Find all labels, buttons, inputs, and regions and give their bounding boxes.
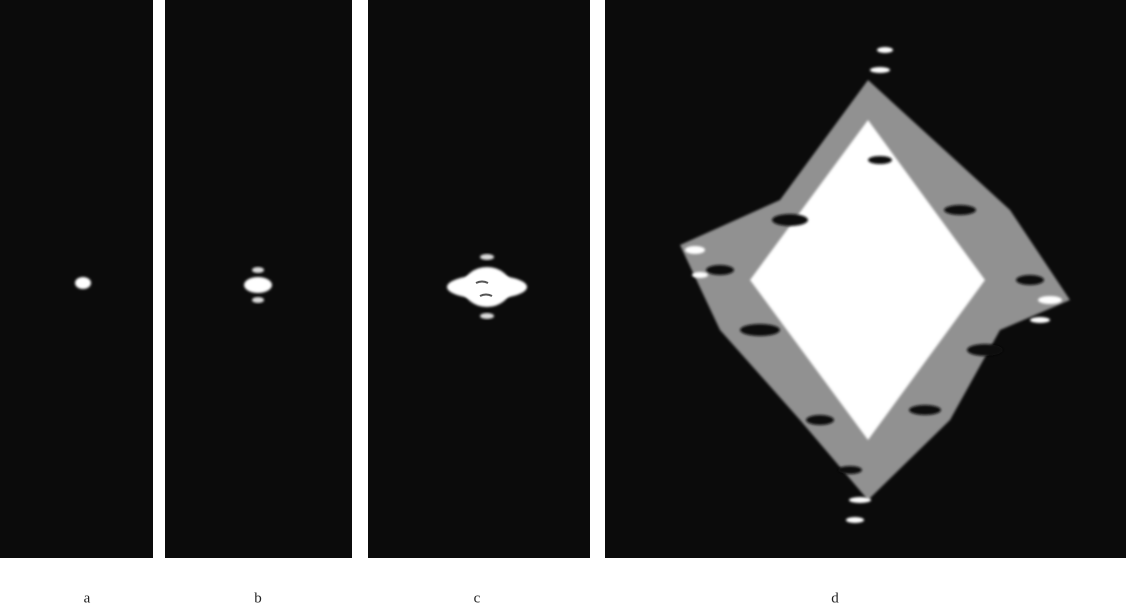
panel-background bbox=[0, 0, 153, 558]
diffraction-spot bbox=[463, 267, 511, 307]
speckle-bright bbox=[685, 47, 1062, 523]
diffraction-spot bbox=[480, 254, 494, 260]
panel-a bbox=[0, 0, 153, 558]
panel-label: b bbox=[254, 590, 262, 606]
diffraction-spot bbox=[252, 267, 264, 273]
panel-label: c bbox=[474, 590, 481, 606]
diffraction-spot bbox=[75, 277, 91, 289]
panel-c bbox=[368, 0, 590, 558]
panel-label: d bbox=[831, 590, 839, 606]
diffraction-halo bbox=[680, 80, 1070, 500]
panel-label: a bbox=[84, 590, 91, 606]
diffraction-spot bbox=[480, 313, 494, 319]
speckle-dark bbox=[706, 156, 1044, 474]
diffraction-spot bbox=[252, 297, 264, 303]
fringe bbox=[475, 280, 493, 297]
diffraction-spot bbox=[244, 277, 272, 293]
panel-b bbox=[165, 0, 352, 558]
panel-d bbox=[605, 0, 1126, 558]
